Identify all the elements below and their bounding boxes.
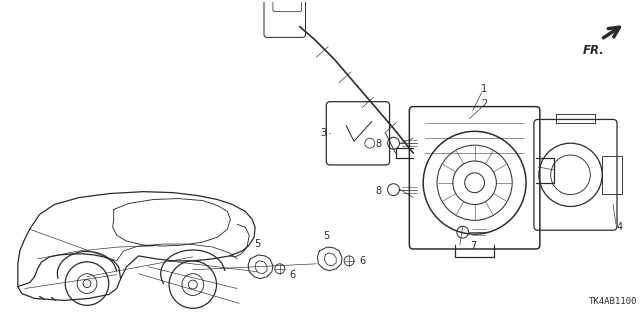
Text: 3: 3 xyxy=(320,128,326,138)
Text: 2: 2 xyxy=(481,99,488,109)
Text: 7: 7 xyxy=(470,241,477,251)
Text: 8: 8 xyxy=(376,186,381,196)
Text: 5: 5 xyxy=(254,239,260,249)
Text: 6: 6 xyxy=(290,270,296,280)
Text: 8: 8 xyxy=(376,139,381,149)
Text: 5: 5 xyxy=(323,231,330,241)
Text: 1: 1 xyxy=(481,84,488,94)
Text: 6: 6 xyxy=(359,256,365,266)
Text: TK4AB1100: TK4AB1100 xyxy=(589,297,637,306)
Text: 4: 4 xyxy=(617,222,623,232)
Text: FR.: FR. xyxy=(582,44,604,57)
